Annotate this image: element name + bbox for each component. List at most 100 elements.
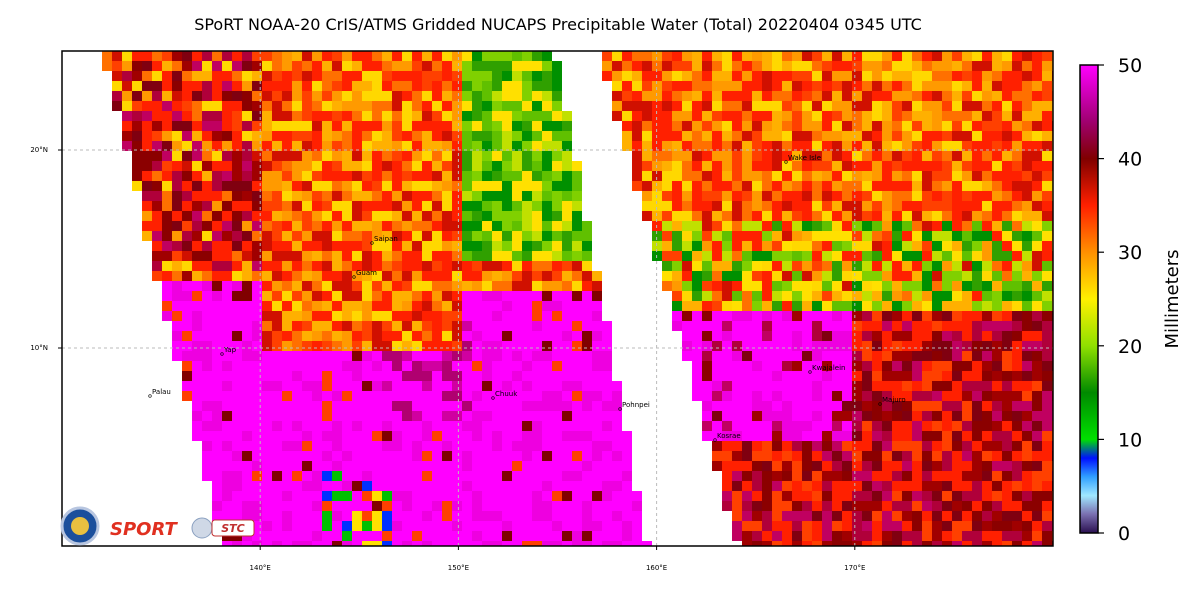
field-cell — [252, 81, 262, 91]
field-cell — [492, 351, 502, 361]
field-cell — [272, 391, 282, 401]
field-cell — [452, 251, 462, 261]
field-cell — [542, 141, 552, 151]
field-cell — [572, 311, 582, 321]
field-cell — [792, 381, 802, 391]
field-cell — [292, 111, 302, 121]
field-cell — [492, 231, 502, 241]
field-cell — [722, 321, 732, 331]
field-cell — [472, 221, 482, 231]
field-cell — [382, 71, 392, 81]
field-cell — [412, 121, 422, 131]
field-cell — [412, 321, 422, 331]
field-cell — [822, 171, 832, 181]
field-cell — [322, 191, 332, 201]
field-cell — [852, 371, 862, 381]
field-cell — [472, 461, 482, 471]
field-cell — [302, 91, 312, 101]
field-cell — [972, 271, 982, 281]
field-cell — [762, 71, 772, 81]
field-cell — [282, 171, 292, 181]
field-cell — [582, 351, 592, 361]
field-cell — [762, 441, 772, 451]
field-cell — [872, 301, 882, 311]
field-cell — [912, 111, 922, 121]
field-cell — [322, 71, 332, 81]
field-cell — [1032, 131, 1042, 141]
field-cell — [242, 61, 252, 71]
field-cell — [332, 351, 342, 361]
field-cell — [682, 171, 692, 181]
field-cell — [972, 61, 982, 71]
field-cell — [1032, 141, 1042, 151]
field-cell — [912, 171, 922, 181]
field-cell — [492, 431, 502, 441]
field-cell — [732, 321, 742, 331]
field-cell — [462, 501, 472, 511]
field-cell — [292, 281, 302, 291]
field-cell — [382, 381, 392, 391]
field-cell — [752, 471, 762, 481]
field-cell — [982, 441, 992, 451]
field-cell — [332, 281, 342, 291]
field-cell — [752, 211, 762, 221]
field-cell — [812, 361, 822, 371]
field-cell — [552, 221, 562, 231]
field-cell — [202, 81, 212, 91]
field-cell — [152, 181, 162, 191]
field-cell — [772, 271, 782, 281]
field-cell — [1012, 181, 1022, 191]
field-cell — [532, 51, 542, 61]
field-cell — [952, 481, 962, 491]
field-cell — [992, 261, 1002, 271]
field-cell — [512, 211, 522, 221]
field-cell — [252, 201, 262, 211]
field-cell — [672, 161, 682, 171]
field-cell — [762, 211, 772, 221]
field-cell — [342, 421, 352, 431]
field-cell — [642, 161, 652, 171]
field-cell — [692, 361, 702, 371]
field-cell — [452, 511, 462, 521]
field-cell — [392, 491, 402, 501]
field-cell — [172, 161, 182, 171]
field-cell — [122, 141, 132, 151]
field-cell — [1002, 241, 1012, 251]
field-cell — [412, 331, 422, 341]
field-cell — [792, 311, 802, 321]
field-cell — [832, 281, 842, 291]
field-cell — [232, 351, 242, 361]
field-cell — [1042, 511, 1052, 521]
field-cell — [722, 211, 732, 221]
field-cell — [522, 291, 532, 301]
field-cell — [982, 531, 992, 541]
field-cell — [292, 231, 302, 241]
field-cell — [242, 431, 252, 441]
field-cell — [772, 451, 782, 461]
field-cell — [1002, 81, 1012, 91]
field-cell — [292, 421, 302, 431]
field-cell — [432, 371, 442, 381]
field-cell — [932, 181, 942, 191]
field-cell — [1002, 201, 1012, 211]
field-cell — [472, 401, 482, 411]
field-cell — [872, 151, 882, 161]
field-cell — [692, 321, 702, 331]
field-cell — [262, 141, 272, 151]
field-cell — [532, 381, 542, 391]
field-cell — [892, 131, 902, 141]
field-cell — [342, 491, 352, 501]
field-cell — [742, 261, 752, 271]
field-cell — [762, 381, 772, 391]
field-cell — [652, 201, 662, 211]
field-cell — [172, 151, 182, 161]
field-cell — [252, 411, 262, 421]
field-cell — [832, 191, 842, 201]
field-cell — [512, 491, 522, 501]
field-cell — [902, 541, 912, 546]
field-cell — [192, 211, 202, 221]
field-cell — [782, 441, 792, 451]
field-cell — [992, 291, 1002, 301]
field-cell — [722, 481, 732, 491]
field-cell — [692, 301, 702, 311]
